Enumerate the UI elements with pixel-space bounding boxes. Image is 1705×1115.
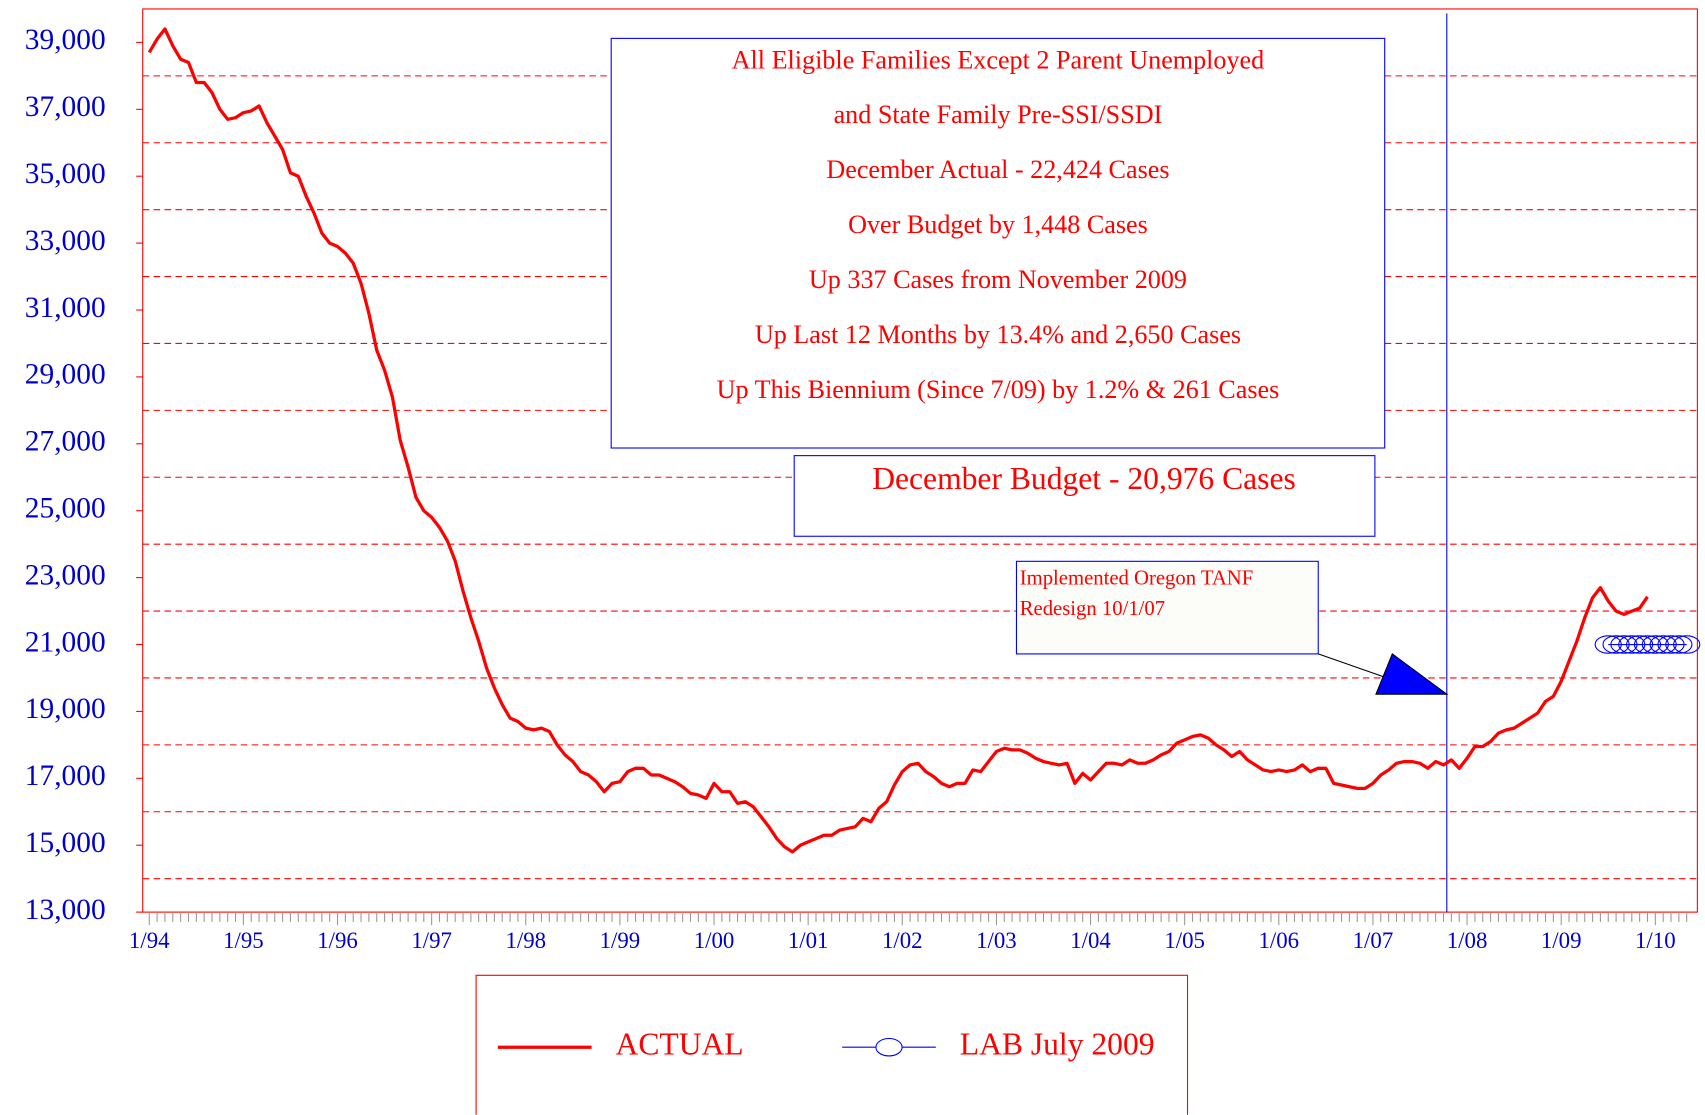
y-tick-label: 15,000 [25, 827, 106, 859]
y-tick-label: 21,000 [25, 626, 106, 658]
plot-frame [142, 8, 1698, 913]
x-tick-label: 1/04 [1070, 928, 1111, 953]
annotation-line: All Eligible Families Except 2 Parent Un… [732, 45, 1265, 74]
y-tick-label: 29,000 [25, 359, 106, 391]
series-marker [1649, 635, 1677, 654]
x-tick-label: 1/09 [1541, 928, 1582, 953]
x-axis: 1/94 1/95 1/96 1/97 1/98 1/99 1/00 1/01 1/02 1/03… [129, 913, 1688, 953]
x-tick-label: 1/01 [788, 928, 829, 953]
y-tick-label: 37,000 [25, 91, 106, 123]
annotation-line: Over Budget by 1,448 Cases [848, 210, 1148, 239]
annotation-line: Up Last 12 Months by 13.4% and 2,650 Cas… [755, 320, 1241, 349]
x-tick-label: 1/03 [976, 928, 1017, 953]
legend-label: ACTUAL [616, 1026, 744, 1061]
series-marker [1610, 635, 1638, 654]
y-tick-label: 27,000 [25, 426, 106, 458]
x-tick-label: 1/98 [505, 928, 546, 953]
y-tick-label: 33,000 [25, 225, 106, 257]
x-tick-label: 1/96 [317, 928, 358, 953]
y-tick-label: 31,000 [25, 292, 106, 324]
annotation-line: December Actual - 22,424 Cases [826, 155, 1169, 184]
y-axis: 13,000 15,000 17,000 19,000 21,000 23,000 25,0… [25, 24, 143, 926]
series-marker [1673, 635, 1701, 654]
annotation-text: All Eligible Families Except 2 Parent Un… [717, 45, 1280, 403]
series-marker [1594, 635, 1622, 654]
budget-label: December Budget - 20,976 Cases [872, 461, 1296, 496]
legend: ACTUAL LAB July 2009 [497, 1026, 1155, 1061]
callout-box [1015, 560, 1319, 655]
x-tick-label: 1/95 [223, 928, 264, 953]
x-tick-label: 1/08 [1447, 928, 1488, 953]
callout-text: Redesign 10/1/07 [1020, 598, 1165, 620]
annotation-line: Up This Biennium (Since 7/09) by 1.2% & … [717, 375, 1280, 404]
x-tick-label: 1/05 [1164, 928, 1205, 953]
budget-box [793, 455, 1376, 537]
legend-marker [875, 1037, 903, 1057]
annotation-line: and State Family Pre-SSI/SSDI [834, 100, 1163, 129]
annotation-box [610, 37, 1386, 449]
x-tick-label: 1/07 [1353, 928, 1394, 953]
y-tick-label: 39,000 [25, 24, 106, 56]
series-marker [1626, 635, 1654, 654]
x-tick-label: 1/94 [129, 928, 170, 953]
x-tick-label: 1/02 [882, 928, 923, 953]
series-marker [1665, 635, 1693, 654]
annotation-line: Up 337 Cases from November 2009 [809, 265, 1187, 294]
series [147, 27, 1701, 854]
y-tick-label: 25,000 [25, 492, 106, 524]
series-marker [1602, 635, 1630, 654]
series-marker [1633, 635, 1662, 654]
callout-arrow [1375, 653, 1449, 695]
y-tick-label: 35,000 [25, 158, 106, 190]
callout-text: Implemented Oregon TANF [1020, 568, 1254, 590]
series-marker [1618, 635, 1646, 654]
y-tick-label: 19,000 [25, 693, 106, 725]
x-tick-label: 1/00 [694, 928, 735, 953]
y-tick-label: 13,000 [25, 894, 106, 926]
y-tick-label: 23,000 [25, 559, 106, 591]
x-tick-label: 1/10 [1635, 928, 1676, 953]
legend-label: LAB July 2009 [960, 1026, 1155, 1061]
x-tick-label: 1/06 [1258, 928, 1299, 953]
x-tick-label: 1/97 [411, 928, 452, 953]
series-marker [1641, 635, 1669, 654]
series-marker [1657, 635, 1685, 654]
y-tick-label: 17,000 [25, 760, 106, 792]
legend-box [475, 974, 1189, 1115]
series-line [147, 27, 1649, 854]
x-tick-label: 1/99 [600, 928, 641, 953]
